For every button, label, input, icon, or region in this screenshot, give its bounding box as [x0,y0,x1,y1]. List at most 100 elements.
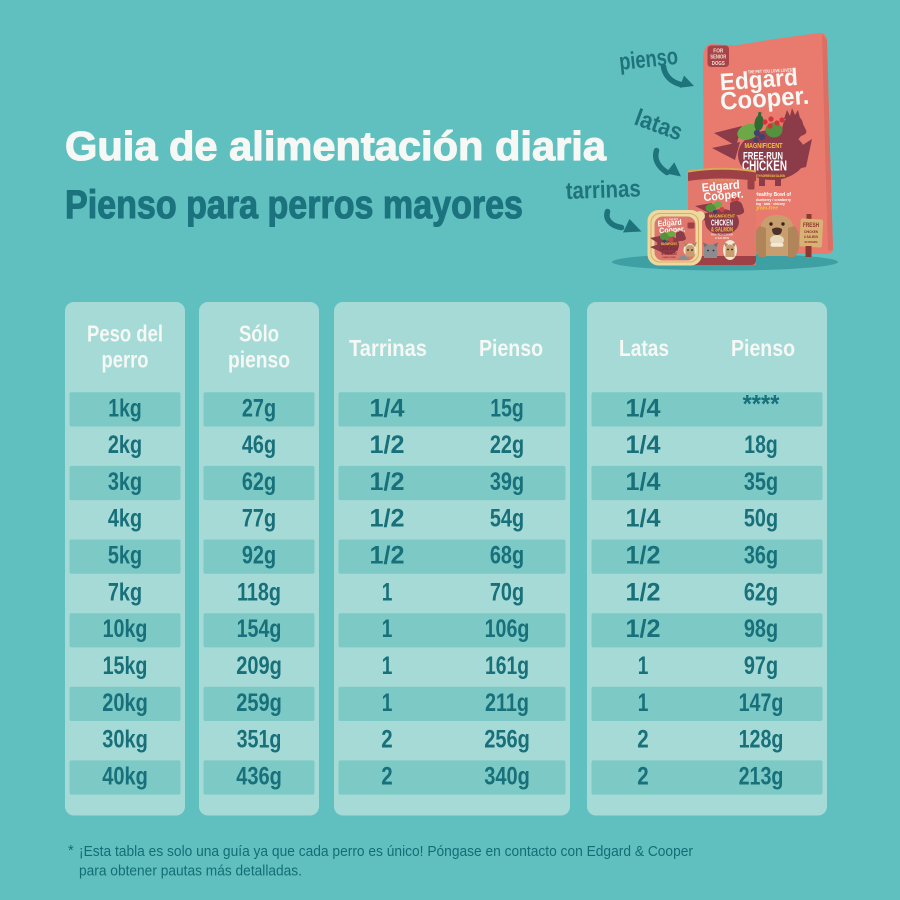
svg-text:WITH FRESH CHICKEN: WITH FRESH CHICKEN [711,233,733,237]
svg-text:2kg: 2kg [108,431,142,459]
svg-text:1/4: 1/4 [626,394,661,422]
svg-text:20kg: 20kg [102,689,148,717]
svg-text:1/2: 1/2 [370,468,405,496]
svg-text:Edgard: Edgard [657,218,682,229]
svg-text:46g: 46g [242,431,276,459]
svg-text:2: 2 [381,726,392,754]
svg-text:MAGNIFICENT: MAGNIFICENT [745,143,784,150]
svg-text:Cooper.: Cooper. [719,82,810,116]
svg-text:CHICKEN: CHICKEN [660,247,678,253]
svg-text:15g: 15g [490,394,523,422]
svg-text:FRESH: FRESH [803,222,819,229]
svg-text:1/2: 1/2 [626,578,661,606]
svg-text:Healthy Bowl of: Healthy Bowl of [755,192,791,198]
svg-text:CHICKEN: CHICKEN [804,229,818,234]
svg-text:pienso: pienso [618,43,679,76]
svg-text:& SALMON: & SALMON [715,236,729,240]
svg-text:40kg: 40kg [102,762,148,790]
svg-text:54g: 54g [490,505,524,533]
svg-text:259g: 259g [236,689,282,717]
svg-text:Tarrinas: Tarrinas [349,335,427,361]
svg-text:92g: 92g [242,542,276,570]
svg-text:1/2: 1/2 [370,431,405,459]
svg-text:1: 1 [382,652,393,680]
svg-text:118g: 118g [237,578,281,606]
svg-text:70g: 70g [490,578,524,606]
svg-text:*: * [68,843,74,859]
svg-text:1/4: 1/4 [626,505,661,533]
svg-text:¡Esta tabla es solo una guía y: ¡Esta tabla es solo una guía ya que cada… [79,844,693,860]
svg-text:98g: 98g [744,615,778,643]
svg-text:15kg: 15kg [103,652,148,680]
svg-text:351g: 351g [237,726,282,754]
svg-text:DOGS: DOGS [712,61,726,67]
svg-text:Pienso para perros mayores: Pienso para perros mayores [65,183,523,227]
svg-text:& SALMON: & SALMON [804,234,818,239]
svg-text:27g: 27g [242,394,276,422]
svg-text:147g: 147g [739,689,784,717]
svg-text:1/2: 1/2 [370,542,405,570]
svg-text:2: 2 [637,762,648,790]
svg-text:1: 1 [638,652,649,680]
svg-text:3kg: 3kg [108,468,142,496]
svg-text:1/4: 1/4 [626,468,661,496]
svg-text:77g: 77g [242,505,276,533]
svg-text:35g: 35g [744,468,778,496]
svg-text:NO NONSENSE: NO NONSENSE [805,240,818,244]
svg-text:1/2: 1/2 [626,542,661,570]
svg-text:THE PET FOOD YOU LOVE: THE PET FOOD YOU LOVE [709,179,735,183]
svg-text:Latas: Latas [619,335,669,361]
svg-text:50g: 50g [744,505,778,533]
svg-text:1: 1 [638,689,649,717]
svg-text:Edgard: Edgard [701,177,740,194]
svg-text:LOVINGLY COOKED: LOVINGLY COOKED [663,257,676,259]
svg-text:****: **** [743,390,780,418]
svg-text:39g: 39g [490,468,524,496]
svg-text:1: 1 [382,689,393,717]
svg-text:Edgard: Edgard [719,64,799,96]
svg-text:7kg: 7kg [108,578,142,606]
svg-text:Guia de alimentación diaria: Guia de alimentación diaria [65,123,607,169]
svg-text:1/4: 1/4 [370,394,405,422]
svg-text:62g: 62g [242,468,276,496]
svg-text:MAGNIFICENT: MAGNIFICENT [661,242,677,246]
svg-text:para obtener pautas más detall: para obtener pautas más detalladas. [79,864,302,880]
svg-text:256g: 256g [484,726,530,754]
svg-text:154g: 154g [237,615,282,643]
svg-text:1: 1 [382,615,393,643]
svg-text:211g: 211g [485,689,529,717]
svg-text:1/2: 1/2 [370,505,405,533]
svg-text:1/4: 1/4 [626,431,661,459]
svg-text:MAGNIFICENT: MAGNIFICENT [709,214,735,219]
svg-text:97g: 97g [744,652,778,680]
svg-text:5kg: 5kg [108,542,142,570]
svg-text:Pienso: Pienso [731,335,795,361]
svg-text:Pienso: Pienso [479,335,543,361]
svg-text:18g: 18g [744,431,777,459]
svg-text:blueberry / cranberry: blueberry / cranberry [755,197,792,202]
svg-text:FOR: FOR [713,49,723,55]
svg-text:Cooper.: Cooper. [659,225,686,236]
svg-text:perro: perro [102,347,149,373]
svg-text:THE PET YOU LOVE LOVES: THE PET YOU LOVE LOVES [748,67,792,74]
svg-text:2: 2 [637,726,648,754]
svg-text:36g: 36g [744,542,778,570]
svg-text:1: 1 [382,578,393,606]
svg-text:10kg: 10kg [103,615,148,643]
svg-text:ALL THE PET: ALL THE PET [664,218,678,222]
svg-text:Sólo: Sólo [239,321,279,347]
svg-text:Peso del: Peso del [87,321,163,347]
svg-text:SENIOR: SENIOR [710,55,726,61]
svg-text:2: 2 [381,762,392,790]
svg-text:213g: 213g [739,762,784,790]
svg-text:pienso: pienso [228,347,290,373]
svg-text:209g: 209g [236,652,282,680]
svg-text:WITH NORWEGIAN SALMON: WITH NORWEGIAN SALMON [755,173,785,178]
svg-text:68g: 68g [490,542,524,570]
svg-text:62g: 62g [744,578,778,606]
svg-text:tarrinas: tarrinas [565,175,641,205]
svg-text:1kg: 1kg [108,394,141,422]
svg-text:1/2: 1/2 [626,615,661,643]
svg-text:106g: 106g [485,615,530,643]
svg-text:161g: 161g [485,652,529,680]
